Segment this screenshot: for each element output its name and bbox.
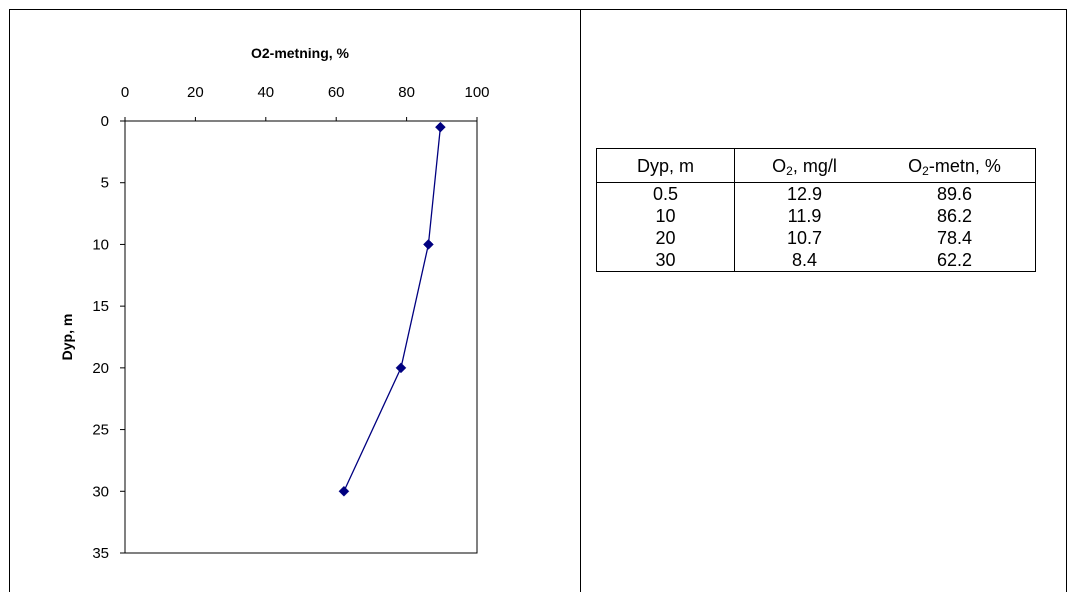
y-tick-label: 0 [101, 113, 109, 130]
x-axis: 0 20 40 60 80 100 [121, 84, 490, 121]
y-tick-label: 5 [101, 175, 109, 192]
table-cell: 89.6 [936, 184, 973, 204]
table-row: 0.5 12.9 89.6 [597, 182, 1036, 205]
y-tick-label: 15 [92, 298, 109, 315]
table-cell: 30 [655, 250, 676, 270]
series-line [343, 127, 442, 492]
oxygen-depth-chart: 0 20 40 60 80 100 0 5 10 15 20 25 30 35 O2-metning, … [59, 45, 490, 562]
series-layer [338, 121, 446, 497]
plot-frame [124, 120, 478, 554]
table-row: 10 11.9 86.2 [597, 205, 1036, 227]
table-cell: 86.2 [936, 206, 973, 226]
plot-area [124, 120, 478, 554]
table-row: 30 8.4 62.2 [597, 249, 1036, 272]
frame-left-border [9, 9, 10, 592]
y-tick-label: 30 [92, 483, 109, 500]
y-tick-label: 35 [92, 545, 109, 562]
table-cell: 78.4 [936, 228, 973, 248]
header-cell-o2-saturation: O2-metn, % [874, 148, 1036, 183]
x-tick-label: 20 [187, 84, 204, 101]
table-header-row: Dyp, m O2, mg/l O2-metn, % [596, 148, 1036, 183]
table-cell: 0.5 [652, 184, 679, 204]
header-cell-o2-mgl: O2, mg/l [734, 148, 874, 183]
table-cell: 12.9 [734, 182, 874, 205]
y-tick-label: 25 [92, 422, 109, 439]
table-cell: 10 [655, 206, 676, 226]
x-tick-label: 60 [328, 84, 345, 101]
table-cell: 8.4 [734, 249, 874, 272]
table-cell: 62.2 [936, 250, 973, 270]
frame-divider [580, 9, 581, 592]
y-tick-label: 10 [92, 236, 109, 253]
data-table: Dyp, m O2, mg/l O2-metn, % 0.5 12.9 89.6… [596, 148, 1036, 272]
data-point-marker [338, 485, 350, 497]
x-tick-label: 80 [398, 84, 415, 101]
y-axis-title: Dyp, m [59, 314, 75, 361]
table-cell: 20 [655, 228, 676, 248]
frame-top-border [9, 9, 1067, 10]
y-tick-label: 20 [92, 360, 109, 377]
y-axis: 0 5 10 15 20 25 30 35 [92, 113, 125, 562]
data-point-marker [395, 362, 407, 374]
table-cell: 10.7 [734, 227, 874, 249]
table-cell: 11.9 [734, 205, 874, 227]
x-tick-label: 100 [464, 84, 489, 101]
data-point-marker [423, 239, 434, 250]
header-cell-depth: Dyp, m [596, 148, 735, 183]
x-axis-title: O2-metning, % [251, 45, 350, 61]
table-row: 20 10.7 78.4 [597, 227, 1036, 249]
x-tick-label: 40 [257, 84, 274, 101]
x-tick-label: 0 [121, 84, 129, 101]
data-point-marker [435, 121, 446, 133]
